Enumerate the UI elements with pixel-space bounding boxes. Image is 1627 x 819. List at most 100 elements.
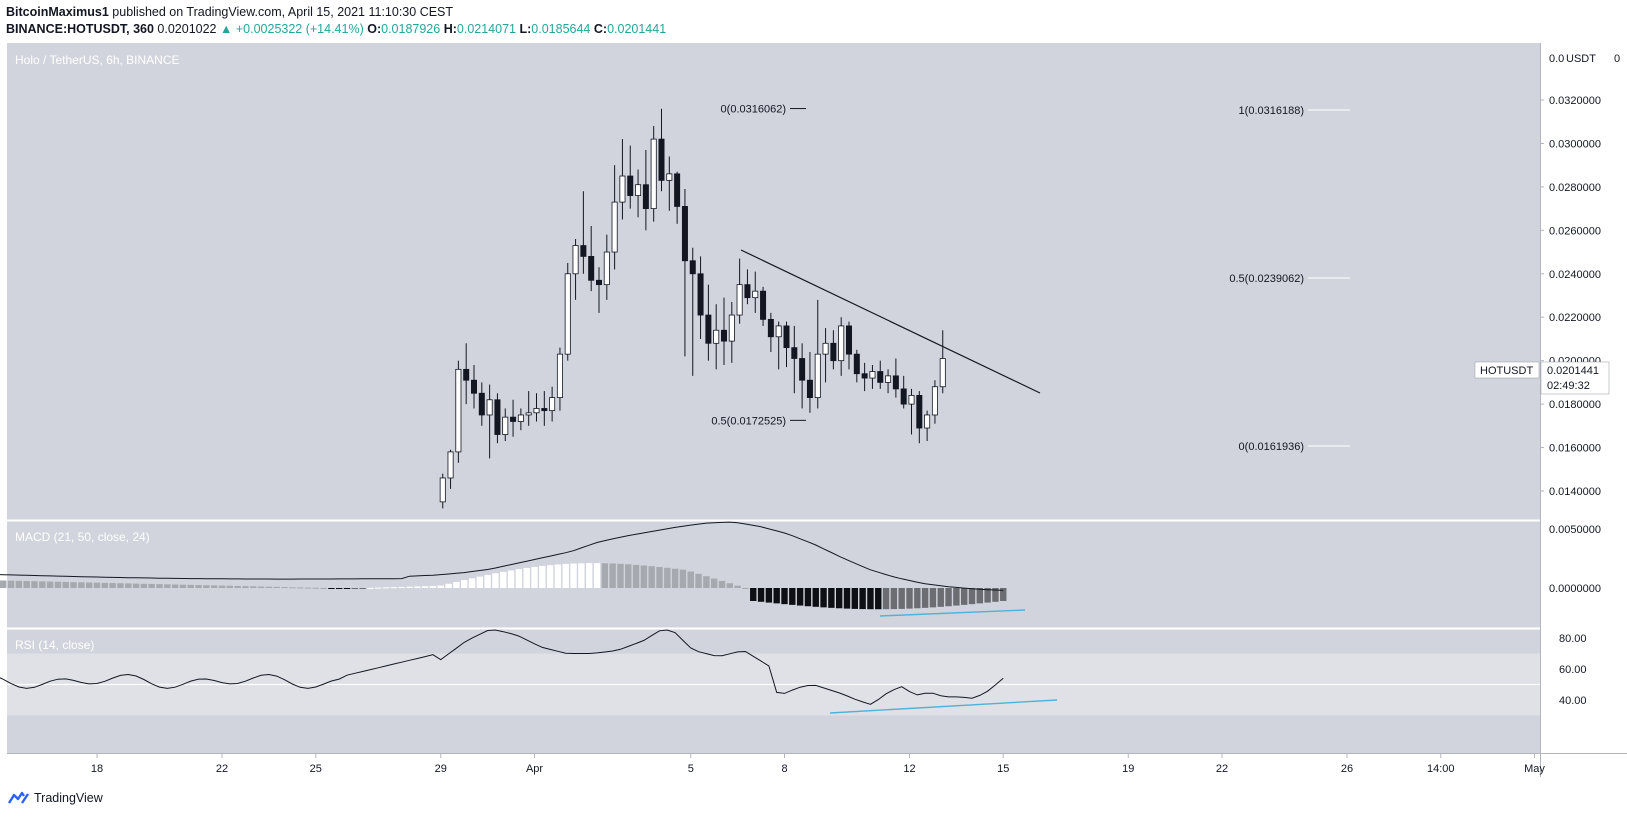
bullish-candle xyxy=(502,416,509,435)
bullish-candle xyxy=(838,325,845,362)
open-label: O: xyxy=(367,22,382,36)
macd-pane[interactable] xyxy=(7,521,1540,628)
macd-histogram-bar xyxy=(812,588,819,607)
time-tick-label: 5 xyxy=(688,763,694,775)
macd-histogram-bar xyxy=(875,588,882,610)
macd-histogram-bar xyxy=(156,584,163,588)
macd-histogram-bar xyxy=(460,580,468,588)
bearish-candle xyxy=(689,260,696,275)
time-tick-label: 15 xyxy=(997,763,1009,775)
macd-histogram-bar xyxy=(820,588,827,608)
macd-histogram-bar xyxy=(101,582,109,588)
macd-histogram-bar xyxy=(617,563,624,588)
symbol-info: BINANCE:HOTUSDT, 360 xyxy=(6,22,154,36)
bullish-candle xyxy=(869,371,876,379)
macd-histogram-bar xyxy=(250,586,257,588)
macd-histogram-bar xyxy=(195,585,202,588)
fib-level-right-label: 0.5(0.0239062) xyxy=(1229,273,1304,285)
macd-histogram-bar xyxy=(1000,588,1007,601)
bearish-candle xyxy=(799,358,806,381)
close-value: 0.0201441 xyxy=(607,22,667,36)
bullish-candle xyxy=(455,368,462,453)
high-value: 0.0214071 xyxy=(456,22,516,36)
bearish-candle xyxy=(627,175,634,196)
rsi-tick-label: 60.00 xyxy=(1559,664,1587,676)
descending-trendline[interactable] xyxy=(740,249,1041,394)
tradingview-footer[interactable]: TradingView xyxy=(8,791,103,805)
macd-histogram-bar xyxy=(273,586,280,588)
bearish-candle xyxy=(861,373,868,379)
low-value: 0.0185644 xyxy=(531,22,591,36)
macd-histogram-bar xyxy=(296,587,304,589)
macd-histogram-bar xyxy=(390,587,398,589)
currency-label: USDT xyxy=(1566,53,1596,65)
macd-histogram-bar xyxy=(320,587,327,589)
macd-histogram-bar xyxy=(570,563,577,588)
macd-histogram-bar xyxy=(992,588,999,602)
macd-histogram-bar xyxy=(593,563,601,588)
bearish-candle xyxy=(806,379,813,398)
macd-histogram-bar xyxy=(54,581,62,588)
more-icon[interactable]: 0 xyxy=(1614,53,1620,65)
bearish-candle xyxy=(697,273,704,316)
price-tick-label: 0.0260000 xyxy=(1549,225,1601,237)
bullish-candle xyxy=(728,314,735,342)
tradingview-brand: TradingView xyxy=(34,791,103,805)
macd-histogram-bar xyxy=(328,588,335,589)
author-name[interactable]: BitcoinMaximus1 xyxy=(6,5,109,19)
bearish-candle xyxy=(705,314,712,344)
macd-histogram-bar xyxy=(382,587,390,589)
macd-histogram-bar xyxy=(710,578,718,588)
bullish-candle xyxy=(931,386,938,416)
price-tick-label: 0.0 xyxy=(1549,53,1564,65)
macd-histogram-bar xyxy=(7,580,15,588)
bullish-candle xyxy=(517,414,524,422)
bearish-candle xyxy=(900,388,907,405)
time-tick-label: 25 xyxy=(310,763,322,775)
tradingview-chart[interactable]: 0.01400000.01600000.01800000.02000000.02… xyxy=(0,0,1627,780)
macd-histogram-bar xyxy=(789,588,796,605)
price-tick-label: 0.0240000 xyxy=(1549,269,1601,281)
high-label: H: xyxy=(443,22,457,36)
macd-histogram-bar xyxy=(265,586,273,588)
macd-histogram-bar xyxy=(640,565,648,588)
macd-histogram-bar xyxy=(125,583,132,588)
macd-histogram-bar xyxy=(601,563,609,588)
macd-histogram-bar xyxy=(148,583,155,588)
macd-histogram-bar xyxy=(179,584,187,588)
macd-histogram-bar xyxy=(421,586,429,588)
bearish-candle xyxy=(744,284,751,299)
ticker-countdown: 02:49:32 xyxy=(1547,380,1590,392)
macd-histogram-bar xyxy=(226,585,234,588)
macd-histogram-bar xyxy=(476,576,484,588)
bearish-candle xyxy=(846,325,853,355)
macd-histogram-bar xyxy=(734,585,741,588)
time-tick-label: 26 xyxy=(1341,763,1353,775)
bearish-candle xyxy=(642,184,649,210)
macd-histogram-bar xyxy=(921,588,929,608)
macd-histogram-bar xyxy=(773,588,780,604)
rsi-divergence-line[interactable] xyxy=(829,699,1058,714)
low-label: L: xyxy=(519,22,532,36)
time-axis[interactable] xyxy=(7,754,1540,778)
bullish-candle xyxy=(713,329,720,344)
macd-histogram-bar xyxy=(671,568,679,588)
bullish-candle xyxy=(635,184,642,196)
macd-histogram-bar xyxy=(484,574,491,588)
bullish-candle xyxy=(666,173,673,181)
macd-histogram-bar xyxy=(132,583,140,588)
fib-level-top-label: 0(0.0316062) xyxy=(721,104,786,116)
macd-histogram-bar xyxy=(656,567,663,588)
time-tick-label: 8 xyxy=(781,763,787,775)
macd-histogram-bar xyxy=(539,565,546,588)
bearish-candle xyxy=(463,368,470,381)
bullish-candle xyxy=(752,290,759,299)
rsi-line xyxy=(0,629,1004,705)
price-axis-bg[interactable] xyxy=(1540,43,1627,754)
bullish-candle xyxy=(822,342,829,355)
macd-histogram-bar xyxy=(765,588,773,603)
macd-divergence-line[interactable] xyxy=(879,609,1026,617)
price-pane[interactable] xyxy=(7,43,1540,520)
bearish-candle xyxy=(892,375,899,390)
macd-histogram-bar xyxy=(718,580,726,588)
